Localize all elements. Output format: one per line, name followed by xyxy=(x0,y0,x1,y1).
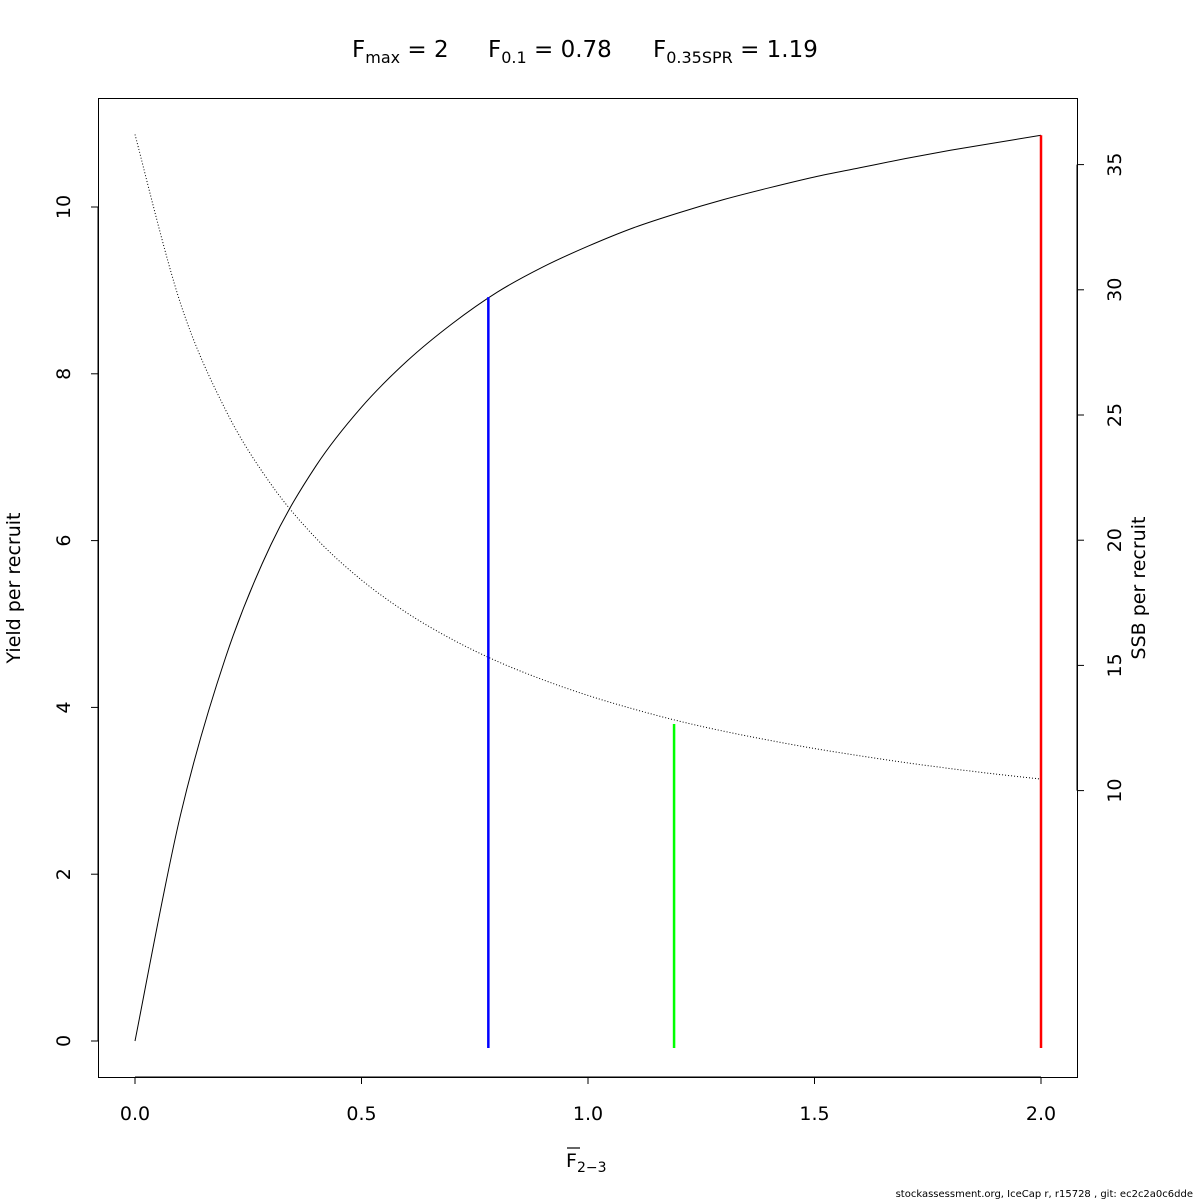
y-tick-label: 6 xyxy=(53,535,75,547)
x-axis-label: F2−3 xyxy=(566,1147,606,1176)
ssb-per-recruit-line xyxy=(134,134,1042,780)
footer-text: stockassessment.org, IceCap r, r15728 , … xyxy=(896,1189,1193,1200)
y2-tick-label: 15 xyxy=(1104,653,1126,677)
title-fspr: F0.35SPR = 1.19 xyxy=(653,37,818,67)
title-fmax: Fmax = 2 xyxy=(352,37,449,67)
x-axis: 0.0 0.5 1.0 1.5 2.0 xyxy=(120,1076,1056,1125)
title-f01: F0.1 = 0.78 xyxy=(488,37,612,67)
y2-tick-label: 10 xyxy=(1104,779,1126,803)
y2-tick-label: 20 xyxy=(1104,528,1126,552)
y2-axis-label: SSB per recruit xyxy=(1128,517,1150,660)
y-tick-label: 0 xyxy=(53,1035,75,1047)
series-group xyxy=(134,134,1042,1042)
y2-tick-label: 30 xyxy=(1104,278,1126,302)
x-tick-label: 1.5 xyxy=(799,1103,829,1125)
x-tick-label: 2.0 xyxy=(1026,1103,1056,1125)
y-tick-label: 2 xyxy=(53,868,75,880)
x-tick-label: 1.0 xyxy=(573,1103,603,1125)
reference-lines xyxy=(487,135,1043,1048)
y-axis-right: 10 15 20 25 30 35 xyxy=(1076,153,1126,803)
plot-frame xyxy=(98,98,1078,1078)
y-tick-label: 10 xyxy=(53,195,75,219)
y-tick-label: 8 xyxy=(53,368,75,380)
x-tick-label: 0.5 xyxy=(346,1103,376,1125)
yield-per-recruit-line xyxy=(134,134,1042,1042)
y-tick-label: 4 xyxy=(53,701,75,713)
y2-tick-label: 25 xyxy=(1104,403,1126,427)
x-tick-label: 0.0 xyxy=(120,1103,150,1125)
y2-tick-label: 35 xyxy=(1104,153,1126,177)
y-axis-label: Yield per recruit xyxy=(3,513,25,665)
y-axis-left: 0 2 4 6 8 10 xyxy=(53,195,99,1047)
svg-text:F2−3: F2−3 xyxy=(566,1150,606,1176)
chart-title: Fmax = 2 F0.1 = 0.78 F0.35SPR = 1.19 xyxy=(352,37,818,67)
